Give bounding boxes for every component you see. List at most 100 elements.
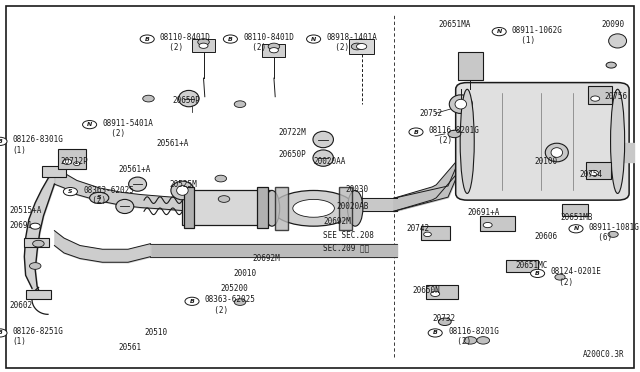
Circle shape (0, 329, 7, 337)
FancyBboxPatch shape (480, 216, 515, 231)
Text: 20650N: 20650N (413, 286, 440, 295)
Ellipse shape (555, 274, 565, 280)
Text: B: B (228, 36, 233, 42)
Text: 20732: 20732 (432, 314, 455, 323)
FancyBboxPatch shape (458, 52, 483, 80)
Circle shape (140, 35, 154, 43)
Text: 20752: 20752 (419, 109, 442, 118)
Ellipse shape (268, 43, 280, 50)
Text: 20561+A: 20561+A (157, 139, 189, 148)
Ellipse shape (477, 337, 490, 344)
FancyBboxPatch shape (275, 187, 288, 230)
Text: 20692M: 20692M (253, 254, 280, 263)
Ellipse shape (29, 263, 41, 269)
Ellipse shape (63, 159, 72, 164)
Ellipse shape (293, 199, 335, 217)
Ellipse shape (143, 95, 154, 102)
FancyBboxPatch shape (339, 187, 352, 230)
Text: 08918-1401A
  (2): 08918-1401A (2) (326, 33, 377, 52)
Circle shape (185, 297, 199, 305)
FancyBboxPatch shape (586, 162, 611, 179)
Text: N: N (573, 226, 579, 231)
FancyBboxPatch shape (506, 260, 538, 272)
FancyBboxPatch shape (421, 226, 450, 240)
Text: SEC.209 参照: SEC.209 参照 (323, 243, 369, 252)
Text: 08911-1081G
  (6): 08911-1081G (6) (589, 223, 639, 242)
Text: N: N (87, 122, 92, 127)
Text: 20712P: 20712P (61, 157, 88, 166)
Ellipse shape (264, 190, 280, 226)
Text: 20756: 20756 (605, 92, 628, 101)
Ellipse shape (483, 222, 492, 228)
Ellipse shape (351, 43, 363, 50)
Text: 20561+A: 20561+A (118, 165, 151, 174)
Circle shape (0, 137, 7, 145)
Text: 20515+A: 20515+A (10, 206, 42, 215)
Text: B: B (0, 139, 3, 144)
Text: 20561: 20561 (118, 343, 141, 352)
Ellipse shape (129, 177, 147, 191)
FancyBboxPatch shape (58, 149, 86, 169)
Text: 08116-8201G
  (2): 08116-8201G (2) (448, 327, 499, 346)
Ellipse shape (545, 143, 568, 162)
Text: 20651MA: 20651MA (438, 20, 471, 29)
Text: 20602: 20602 (10, 301, 33, 310)
Text: 08124-0201E
  (2): 08124-0201E (2) (550, 267, 601, 287)
Text: A200C0.3R: A200C0.3R (582, 350, 624, 359)
Text: 08363-62025
  (2): 08363-62025 (2) (83, 186, 134, 205)
FancyBboxPatch shape (26, 290, 51, 299)
Text: 205200: 205200 (221, 284, 248, 293)
Ellipse shape (179, 90, 199, 107)
Ellipse shape (551, 148, 563, 157)
Ellipse shape (608, 231, 618, 237)
FancyBboxPatch shape (562, 204, 588, 216)
Text: 20722M: 20722M (278, 128, 306, 137)
Ellipse shape (116, 199, 134, 214)
Ellipse shape (171, 181, 194, 200)
Text: 20606: 20606 (534, 232, 557, 241)
FancyBboxPatch shape (456, 83, 629, 200)
Circle shape (83, 121, 97, 129)
Ellipse shape (464, 337, 477, 344)
FancyBboxPatch shape (262, 44, 285, 57)
Ellipse shape (199, 43, 208, 48)
Text: 20691+A: 20691+A (467, 208, 500, 217)
Ellipse shape (215, 175, 227, 182)
Circle shape (492, 28, 506, 36)
Ellipse shape (611, 89, 625, 193)
Text: B: B (535, 271, 540, 276)
Text: B: B (189, 299, 195, 304)
Text: 20754: 20754 (579, 170, 602, 179)
Text: 20650P: 20650P (278, 150, 306, 159)
Circle shape (307, 35, 321, 43)
Text: 20525M: 20525M (170, 180, 197, 189)
FancyBboxPatch shape (182, 190, 272, 225)
Ellipse shape (313, 131, 333, 148)
Text: 20742: 20742 (406, 224, 429, 233)
FancyBboxPatch shape (588, 86, 612, 104)
Circle shape (63, 187, 77, 196)
Ellipse shape (460, 89, 474, 193)
Text: 08116-8201G
  (2): 08116-8201G (2) (429, 126, 479, 145)
Ellipse shape (234, 101, 246, 108)
Text: 20030: 20030 (346, 185, 369, 194)
Text: 20650P: 20650P (173, 96, 200, 105)
Ellipse shape (269, 48, 278, 53)
Text: 20010: 20010 (234, 269, 257, 278)
Circle shape (223, 35, 237, 43)
Text: B: B (413, 129, 419, 135)
Ellipse shape (438, 318, 451, 326)
Text: B: B (433, 330, 438, 336)
Text: N: N (311, 36, 316, 42)
Ellipse shape (449, 95, 472, 113)
Text: 08110-8401D
  (2): 08110-8401D (2) (160, 33, 211, 52)
Circle shape (531, 269, 545, 278)
Text: B: B (145, 36, 150, 42)
Text: 08126-8251G
(1): 08126-8251G (1) (13, 327, 63, 346)
Text: SEE SEC.208: SEE SEC.208 (323, 231, 374, 240)
Text: 20020AA: 20020AA (314, 157, 346, 166)
Ellipse shape (606, 62, 616, 68)
FancyBboxPatch shape (192, 39, 215, 52)
Ellipse shape (90, 192, 109, 203)
Ellipse shape (272, 190, 355, 226)
